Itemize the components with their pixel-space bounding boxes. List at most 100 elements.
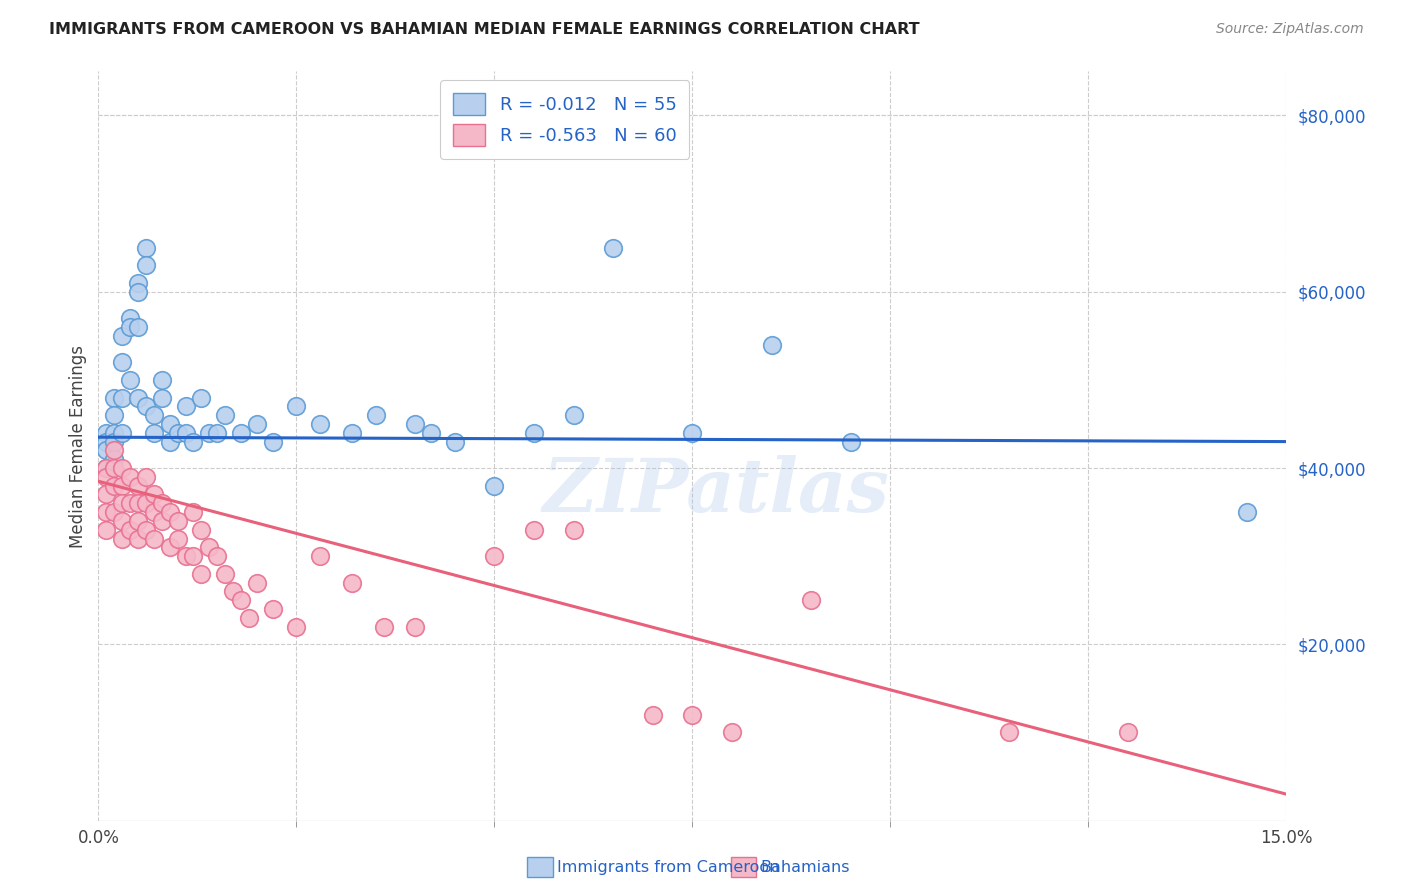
Point	[285, 400, 308, 414]
Point	[96, 470, 118, 484]
Point	[681, 707, 703, 722]
Text: Bahamians: Bahamians	[761, 861, 851, 875]
Point	[229, 425, 252, 440]
Point	[205, 549, 228, 564]
Point	[120, 311, 142, 326]
Text: Immigrants from Cameroon: Immigrants from Cameroon	[557, 861, 779, 875]
Point	[127, 532, 149, 546]
Point	[205, 425, 228, 440]
Point	[262, 434, 284, 449]
Point	[96, 443, 118, 458]
Point	[150, 496, 173, 510]
Point	[183, 434, 205, 449]
Point	[309, 549, 332, 564]
Point	[142, 425, 165, 440]
Point	[142, 505, 165, 519]
Point	[96, 425, 118, 440]
Point	[229, 593, 252, 607]
Point	[111, 532, 134, 546]
Point	[127, 496, 149, 510]
Point	[1116, 725, 1139, 739]
Point	[142, 487, 165, 501]
Point	[103, 452, 125, 467]
Point	[214, 566, 236, 581]
Point	[142, 532, 165, 546]
Point	[166, 425, 188, 440]
Point	[340, 575, 363, 590]
Point	[246, 575, 269, 590]
Point	[190, 523, 212, 537]
Point	[135, 523, 157, 537]
Point	[214, 408, 236, 422]
Point	[562, 523, 585, 537]
Point	[96, 461, 118, 475]
Point	[135, 258, 157, 272]
Point	[135, 470, 157, 484]
Point	[222, 584, 245, 599]
Point	[444, 434, 467, 449]
Point	[681, 425, 703, 440]
Point	[150, 373, 173, 387]
Point	[562, 408, 585, 422]
Point	[174, 400, 197, 414]
Point	[135, 241, 157, 255]
Point	[246, 417, 269, 431]
Point	[198, 541, 221, 555]
Point	[159, 505, 181, 519]
Point	[103, 434, 125, 449]
Point	[111, 328, 134, 343]
Point	[166, 532, 188, 546]
Point	[96, 434, 118, 449]
Text: IMMIGRANTS FROM CAMEROON VS BAHAMIAN MEDIAN FEMALE EARNINGS CORRELATION CHART: IMMIGRANTS FROM CAMEROON VS BAHAMIAN MED…	[49, 22, 920, 37]
Point	[111, 425, 134, 440]
Point	[103, 425, 125, 440]
Point	[120, 523, 142, 537]
Point	[120, 320, 142, 334]
Point	[111, 355, 134, 369]
Text: ZIPatlas: ZIPatlas	[543, 455, 890, 527]
Point	[238, 611, 260, 625]
Point	[190, 391, 212, 405]
Point	[120, 373, 142, 387]
Point	[420, 425, 443, 440]
Point	[800, 593, 823, 607]
Point	[198, 425, 221, 440]
Point	[166, 514, 188, 528]
Point	[285, 620, 308, 634]
Point	[174, 549, 197, 564]
Point	[120, 470, 142, 484]
Point	[183, 549, 205, 564]
Point	[998, 725, 1021, 739]
Point	[96, 487, 118, 501]
Point	[142, 408, 165, 422]
Point	[111, 496, 134, 510]
Point	[364, 408, 387, 422]
Point	[484, 549, 506, 564]
Point	[103, 408, 125, 422]
Point	[1236, 505, 1258, 519]
Point	[641, 707, 664, 722]
Point	[150, 391, 173, 405]
Point	[103, 391, 125, 405]
Point	[523, 425, 546, 440]
Point	[127, 391, 149, 405]
Point	[103, 443, 125, 458]
Point	[111, 478, 134, 492]
Point	[340, 425, 363, 440]
Point	[111, 461, 134, 475]
Point	[96, 461, 118, 475]
Point	[721, 725, 744, 739]
Point	[127, 478, 149, 492]
Point	[150, 514, 173, 528]
Point	[127, 320, 149, 334]
Point	[96, 505, 118, 519]
Point	[135, 496, 157, 510]
Point	[111, 391, 134, 405]
Point	[127, 514, 149, 528]
Legend: R = -0.012   N = 55, R = -0.563   N = 60: R = -0.012 N = 55, R = -0.563 N = 60	[440, 80, 689, 159]
Point	[183, 505, 205, 519]
Point	[127, 285, 149, 299]
Point	[761, 337, 783, 351]
Point	[103, 505, 125, 519]
Point	[484, 478, 506, 492]
